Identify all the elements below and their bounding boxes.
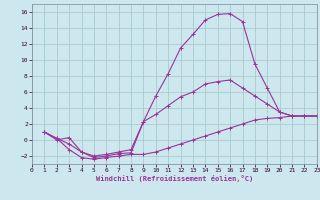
X-axis label: Windchill (Refroidissement éolien,°C): Windchill (Refroidissement éolien,°C) [96,175,253,182]
